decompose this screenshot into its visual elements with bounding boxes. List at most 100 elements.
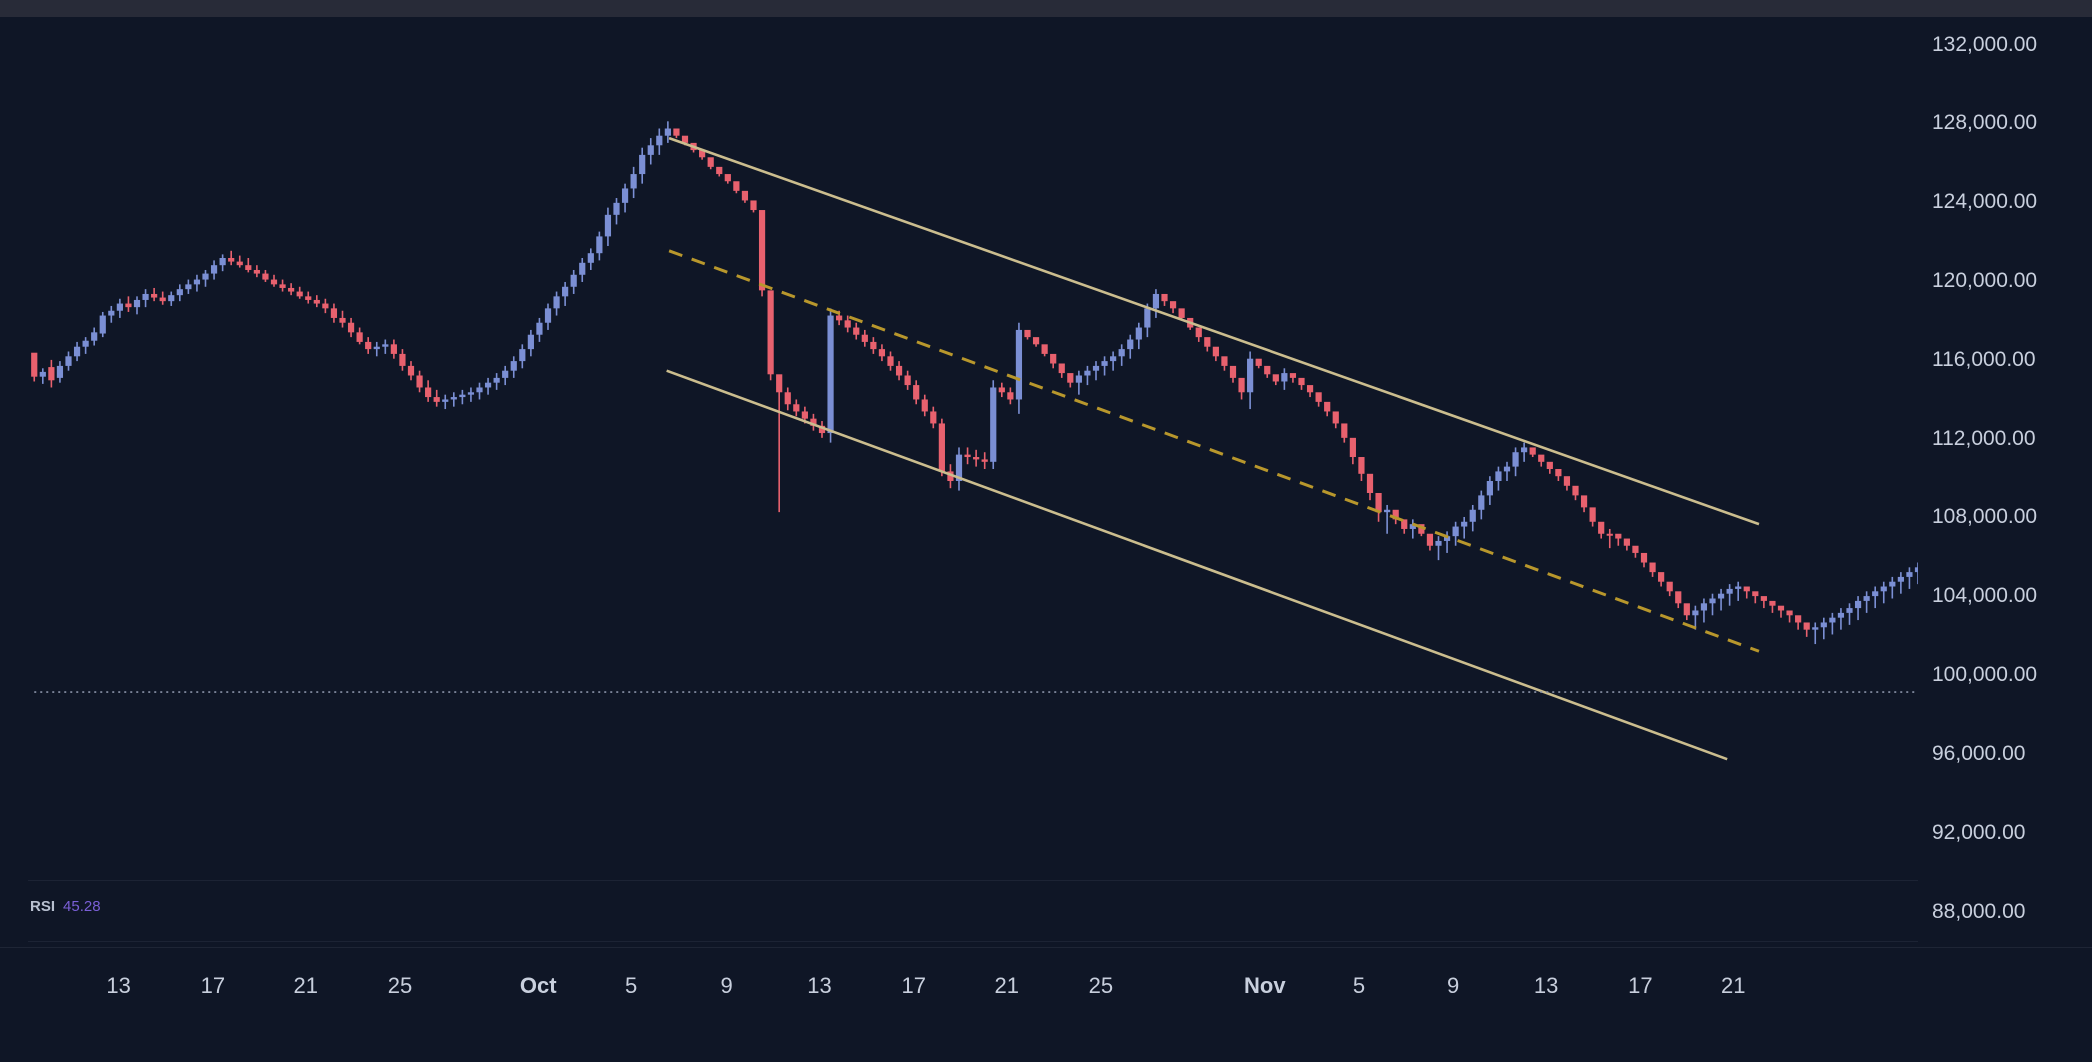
candlestick xyxy=(1007,387,1014,405)
time-axis[interactable]: 13 17 21 25 Oct 5 9 13 17 21 25 Nov 5 9 13 17 21 xyxy=(0,955,1918,1015)
candlestick xyxy=(604,207,612,247)
candlestick xyxy=(733,181,740,194)
candlestick xyxy=(938,418,945,477)
candlestick xyxy=(981,452,988,470)
candlestick xyxy=(1846,603,1853,625)
candlestick xyxy=(1769,600,1776,613)
price-axis-tick: 132,000.00 xyxy=(1932,32,2038,56)
candlestick xyxy=(1127,334,1134,359)
candlestick xyxy=(1521,442,1528,462)
candlestick xyxy=(955,447,963,491)
candlestick xyxy=(1777,605,1785,618)
candlestick xyxy=(176,284,183,302)
candlestick xyxy=(91,327,98,346)
candlestick xyxy=(1486,476,1493,505)
price-axis-tick: 124,000.00 xyxy=(1932,190,2038,214)
candlestick xyxy=(724,174,731,184)
price-chart-canvas[interactable] xyxy=(0,17,1918,945)
candlestick xyxy=(330,303,338,323)
price-axis-tick: 104,000.00 xyxy=(1932,584,2038,608)
trendline-upper[interactable] xyxy=(668,136,1760,526)
candlestick xyxy=(1735,581,1742,601)
candlestick xyxy=(947,464,954,489)
candlestick xyxy=(1726,584,1733,606)
candlestick xyxy=(1024,329,1031,340)
candlestick xyxy=(1101,356,1108,376)
candlestick xyxy=(853,322,860,340)
candlestick xyxy=(1683,603,1690,621)
candlestick xyxy=(844,315,851,333)
time-axis-tick: 25 xyxy=(387,973,413,998)
candlestick xyxy=(459,389,466,405)
candlestick xyxy=(1538,454,1545,467)
candlestick xyxy=(202,269,209,287)
window-top-bar xyxy=(0,0,2092,17)
candlestick xyxy=(382,339,389,354)
candlestick xyxy=(245,257,252,273)
candlestick xyxy=(544,303,552,330)
candlestick xyxy=(1863,591,1870,613)
candlestick xyxy=(1212,346,1219,362)
candlestick xyxy=(1358,457,1365,481)
candlestick xyxy=(913,380,920,405)
time-axis-divider xyxy=(0,947,2092,948)
candlestick xyxy=(587,248,594,270)
candlestick xyxy=(1015,322,1023,414)
candlestick xyxy=(1906,567,1913,589)
time-axis-tick: 13 xyxy=(106,973,131,998)
candlestick xyxy=(964,447,971,465)
price-axis[interactable]: 132,000.00 128,000.00 124,000.00 120,000.00… xyxy=(1918,17,2092,945)
candlestick xyxy=(1169,301,1177,314)
candlestick xyxy=(741,190,749,203)
price-axis-tick: 100,000.00 xyxy=(1932,663,2038,687)
candlestick xyxy=(168,291,175,306)
candlestick xyxy=(639,147,646,184)
price-axis-tick: 108,000.00 xyxy=(1932,505,2038,529)
candlestick xyxy=(1640,552,1648,568)
candlestick xyxy=(1580,495,1588,513)
candlestick xyxy=(1700,598,1708,623)
candlestick xyxy=(73,341,81,362)
candlestick xyxy=(776,374,783,513)
candlestick xyxy=(647,138,654,165)
candlestick xyxy=(1529,447,1536,458)
candlestick xyxy=(553,291,560,316)
rsi-label: RSI xyxy=(30,898,56,915)
candlestick xyxy=(613,198,620,225)
candlestick xyxy=(442,394,449,410)
candlestick xyxy=(1247,351,1254,410)
candlestick xyxy=(1084,365,1091,386)
candlestick xyxy=(1041,344,1048,357)
candlestick xyxy=(1589,507,1596,527)
candlestick xyxy=(1075,370,1082,395)
candlestick xyxy=(1572,485,1579,501)
candlestick xyxy=(1332,411,1339,429)
time-axis-tick: 13 xyxy=(807,973,832,998)
candlestick xyxy=(519,344,526,369)
trendline-lower[interactable] xyxy=(666,369,1728,761)
trendline-middle[interactable] xyxy=(668,249,1760,653)
candlestick xyxy=(1632,545,1639,558)
candlestick xyxy=(1118,344,1125,366)
candlestick xyxy=(1478,490,1485,520)
candlestick xyxy=(1375,492,1382,522)
candlestick xyxy=(279,279,286,292)
candlestick xyxy=(527,329,534,357)
candlestick xyxy=(1298,377,1305,390)
candlestick xyxy=(193,274,201,292)
candlestick xyxy=(425,380,432,402)
rsi-legend[interactable]: RSI 45.28 xyxy=(30,898,101,915)
candlestick xyxy=(1512,447,1519,477)
candlestick xyxy=(973,449,980,467)
price-axis-tick: 120,000.00 xyxy=(1932,269,2038,293)
candlestick xyxy=(48,359,55,388)
rsi-indicator-pane[interactable]: RSI 45.28 xyxy=(0,880,1918,942)
price-axis-tick: 92,000.00 xyxy=(1932,820,2026,844)
candlestick xyxy=(870,337,877,354)
candlestick xyxy=(142,289,149,308)
candlestick xyxy=(536,317,543,342)
candlestick xyxy=(861,329,868,347)
candlestick xyxy=(750,200,757,213)
candlestick xyxy=(699,150,706,160)
candlestick xyxy=(921,394,928,417)
